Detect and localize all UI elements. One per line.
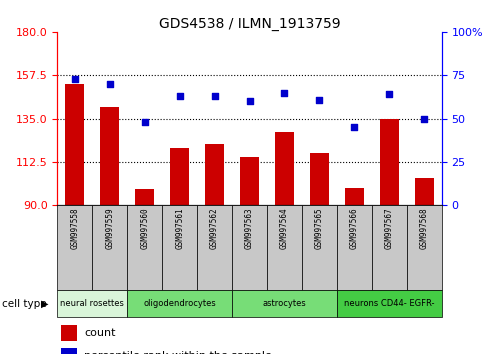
Point xyxy=(246,98,253,104)
Bar xyxy=(415,178,434,205)
Text: GSM997561: GSM997561 xyxy=(175,208,184,250)
Text: GSM997565: GSM997565 xyxy=(315,208,324,250)
Text: GSM997559: GSM997559 xyxy=(105,208,114,250)
Text: neurons CD44- EGFR-: neurons CD44- EGFR- xyxy=(344,299,435,308)
Text: ▶: ▶ xyxy=(41,298,49,309)
Bar xyxy=(61,348,77,354)
Point xyxy=(141,119,149,125)
Bar xyxy=(337,205,372,290)
Text: oligodendrocytes: oligodendrocytes xyxy=(143,299,216,308)
Bar xyxy=(407,205,442,290)
Text: GSM997568: GSM997568 xyxy=(420,208,429,250)
Bar xyxy=(170,148,189,205)
Point xyxy=(176,93,184,99)
Bar xyxy=(127,205,162,290)
Point xyxy=(420,116,428,121)
Point xyxy=(350,125,358,130)
Bar xyxy=(310,153,329,205)
Text: GSM997560: GSM997560 xyxy=(140,208,149,250)
Text: cell type: cell type xyxy=(2,298,47,309)
Bar xyxy=(302,205,337,290)
Text: GSM997562: GSM997562 xyxy=(210,208,219,250)
Bar xyxy=(275,132,294,205)
Bar xyxy=(65,84,84,205)
Text: GSM997564: GSM997564 xyxy=(280,208,289,250)
Point xyxy=(385,91,393,97)
Text: GSM997566: GSM997566 xyxy=(350,208,359,250)
Bar xyxy=(240,157,259,205)
Text: astrocytes: astrocytes xyxy=(262,299,306,308)
Bar xyxy=(162,205,197,290)
Point xyxy=(106,81,114,87)
Bar xyxy=(267,205,302,290)
Text: GSM997558: GSM997558 xyxy=(70,208,79,250)
Bar xyxy=(57,290,127,317)
Bar xyxy=(232,290,337,317)
Bar xyxy=(135,189,154,205)
Point xyxy=(71,76,79,81)
Text: GSM997563: GSM997563 xyxy=(245,208,254,250)
Text: count: count xyxy=(84,328,116,338)
Text: neural rosettes: neural rosettes xyxy=(60,299,124,308)
Bar xyxy=(92,205,127,290)
Point xyxy=(211,93,219,99)
Bar xyxy=(57,205,92,290)
Bar xyxy=(337,290,442,317)
Bar xyxy=(380,119,399,205)
Title: GDS4538 / ILMN_1913759: GDS4538 / ILMN_1913759 xyxy=(159,17,340,31)
Bar xyxy=(61,325,77,341)
Bar xyxy=(372,205,407,290)
Bar xyxy=(100,107,119,205)
Text: percentile rank within the sample: percentile rank within the sample xyxy=(84,351,272,354)
Bar xyxy=(205,144,224,205)
Bar xyxy=(197,205,232,290)
Bar xyxy=(345,188,364,205)
Point xyxy=(315,97,323,102)
Bar xyxy=(127,290,232,317)
Bar xyxy=(232,205,267,290)
Point xyxy=(280,90,288,96)
Text: GSM997567: GSM997567 xyxy=(385,208,394,250)
